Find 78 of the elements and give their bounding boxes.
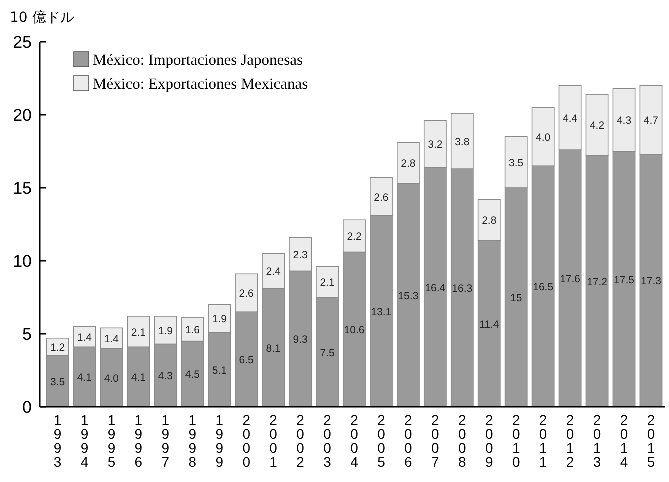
data-label: 11.4 xyxy=(480,318,500,331)
data-label: 1.9 xyxy=(158,325,174,338)
data-label: 3.5 xyxy=(50,376,66,388)
data-label: 4.1 xyxy=(131,372,146,384)
data-label: 7.5 xyxy=(320,347,335,360)
data-label: 3.5 xyxy=(509,157,524,170)
data-label: 15 xyxy=(510,292,522,304)
x-tick-label: 2002 xyxy=(296,412,305,470)
data-label: 1.9 xyxy=(212,314,228,326)
x-tick-label: 1998 xyxy=(188,412,197,470)
x-tick-label: 2009 xyxy=(485,412,494,470)
legend-label: México: Importaciones Japonesas xyxy=(93,52,304,69)
x-tick-label: 2011 xyxy=(539,412,548,470)
data-label: 4.2 xyxy=(590,120,605,132)
x-tick-label: 2000 xyxy=(242,412,251,470)
data-label: 2.1 xyxy=(131,326,146,339)
data-label: 9.3 xyxy=(293,334,308,346)
data-label: 16.4 xyxy=(425,282,446,294)
data-label: 17.3 xyxy=(641,276,662,288)
data-label: 8.1 xyxy=(266,342,282,355)
data-label: 2.8 xyxy=(482,215,497,228)
data-label: 5.1 xyxy=(212,364,228,377)
data-label: 17.6 xyxy=(560,274,581,286)
x-tick-label: 1999 xyxy=(216,412,224,470)
data-label: 6.5 xyxy=(239,354,254,367)
data-label: 4.1 xyxy=(77,372,92,384)
x-tick-label: 2006 xyxy=(404,412,413,470)
data-label: 13.1 xyxy=(371,306,392,318)
data-label: 2.3 xyxy=(293,249,308,262)
x-tick-label: 2010 xyxy=(512,412,520,470)
data-label: 17.5 xyxy=(614,274,635,286)
data-label: 4.4 xyxy=(563,112,578,125)
data-label: 4.3 xyxy=(158,370,174,383)
y-tick-label: 15 xyxy=(13,179,32,198)
data-label: 4.3 xyxy=(616,115,632,128)
x-tick-label: 2008 xyxy=(458,412,467,470)
x-tick-label: 2012 xyxy=(566,412,574,470)
x-tick-label: 2005 xyxy=(378,412,386,470)
data-label: 16.5 xyxy=(533,282,554,294)
data-label: 1.6 xyxy=(185,324,200,337)
x-tick-label: 2007 xyxy=(432,412,440,470)
data-label: 2.6 xyxy=(239,288,254,300)
data-label: 2.6 xyxy=(374,192,389,204)
y-tick-label: 20 xyxy=(13,106,32,125)
data-label: 3.2 xyxy=(428,139,443,152)
data-label: 1.4 xyxy=(104,333,120,346)
y-axis-title: 10 億ドル xyxy=(10,10,74,26)
x-tick-label: 1997 xyxy=(162,412,170,470)
x-tick-label: 2014 xyxy=(620,412,628,470)
data-label: 4.7 xyxy=(644,115,659,128)
x-tick-label: 2001 xyxy=(270,412,278,470)
data-label: 2.1 xyxy=(320,277,335,290)
x-tick-label: 2015 xyxy=(647,412,656,470)
y-tick-label: 5 xyxy=(22,325,32,344)
x-tick-label: 1995 xyxy=(108,412,116,470)
x-tick-label: 2003 xyxy=(324,412,332,470)
x-tick-label: 1994 xyxy=(80,412,89,470)
x-tick-label: 2013 xyxy=(593,412,602,470)
x-tick-label: 1996 xyxy=(134,412,143,470)
y-tick-label: 25 xyxy=(13,33,32,52)
x-tick-label: 2004 xyxy=(350,412,359,470)
data-label: 10.6 xyxy=(344,324,365,337)
legend-label: México: Exportaciones Mexicanas xyxy=(93,76,308,93)
y-tick-label: 0 xyxy=(22,398,32,417)
data-label: 15.3 xyxy=(398,290,419,302)
data-label: 17.2 xyxy=(587,276,608,288)
data-label: 4.0 xyxy=(104,372,120,385)
data-label: 1.4 xyxy=(77,332,92,344)
data-label: 4.5 xyxy=(185,369,200,382)
data-label: 3.8 xyxy=(455,136,470,148)
data-label: 16.3 xyxy=(452,283,473,296)
data-label: 4.0 xyxy=(536,132,551,144)
data-label: 2.8 xyxy=(401,158,416,170)
data-label: 2.4 xyxy=(266,266,282,278)
data-label: 1.2 xyxy=(50,342,66,354)
y-tick-label: 10 xyxy=(13,252,32,271)
data-label: 2.2 xyxy=(347,231,362,244)
x-tick-label: 1993 xyxy=(54,412,62,470)
